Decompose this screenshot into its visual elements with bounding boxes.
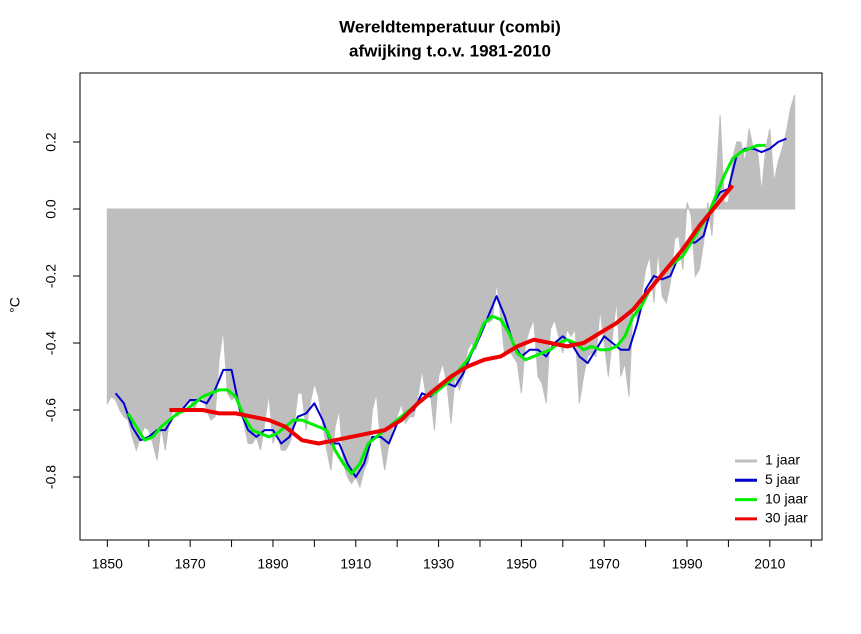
y-tick-label: -0.8: [43, 465, 59, 489]
y-tick-label: 0.2: [43, 132, 59, 152]
x-tick-label: 1890: [257, 556, 288, 572]
x-tick-label: 1850: [92, 556, 123, 572]
x-tick-label: 1930: [423, 556, 454, 572]
y-tick-label: 0.0: [43, 199, 59, 219]
legend-label: 10 jaar: [765, 490, 808, 506]
y-axis-label: °C: [7, 297, 23, 313]
legend-label: 5 jaar: [765, 471, 800, 487]
line: [114, 137, 787, 479]
line: [169, 184, 735, 446]
x-tick-label: 1990: [671, 556, 702, 572]
x-tick-label: 2010: [754, 556, 785, 572]
x-tick-label: 1950: [506, 556, 537, 572]
chart-subtitle: afwijking t.o.v. 1981-2010: [349, 41, 551, 60]
chart-title: Wereldtemperatuur (combi): [339, 17, 561, 36]
legend-label: 1 jaar: [765, 452, 800, 468]
area: [106, 94, 796, 489]
legend-label: 30 jaar: [765, 510, 808, 526]
x-tick-label: 1910: [340, 556, 371, 572]
y-tick-label: -0.4: [43, 331, 59, 355]
x-tick-label: 1870: [175, 556, 206, 572]
x-tick-label: 1970: [589, 556, 620, 572]
y-tick-label: -0.6: [43, 398, 59, 422]
y-tick-label: -0.2: [43, 264, 59, 288]
